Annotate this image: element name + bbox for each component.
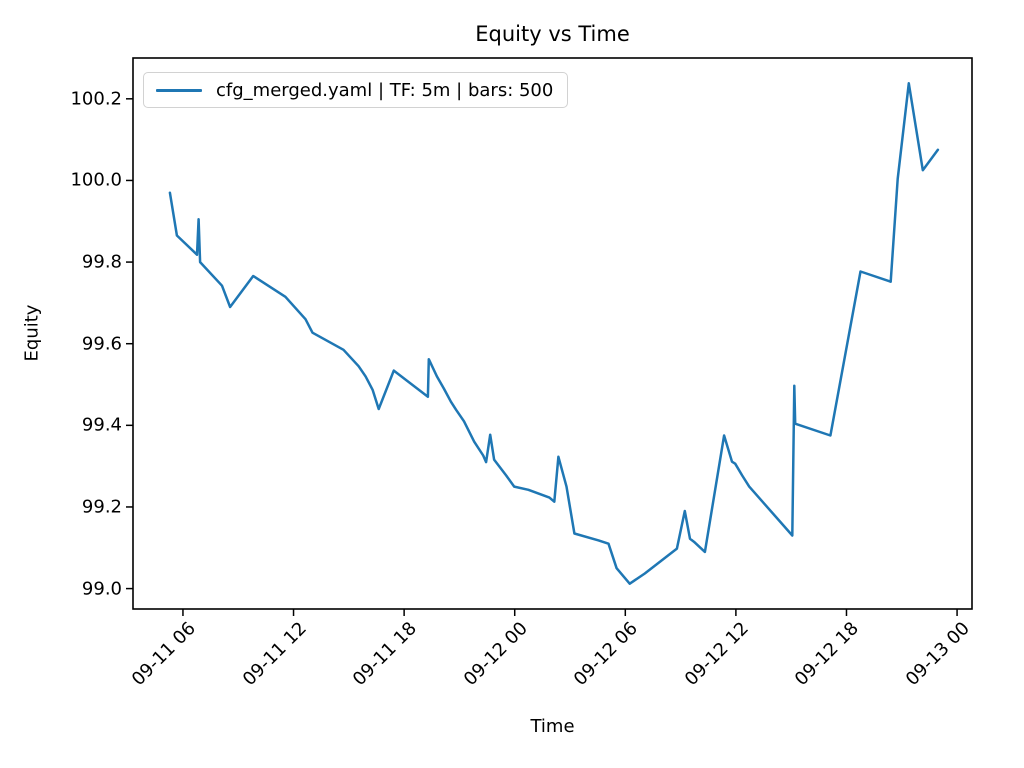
y-tick-label: 99.2 — [81, 496, 122, 518]
y-tick-label: 100.0 — [70, 169, 122, 191]
legend-box: cfg_merged.yaml | TF: 5m | bars: 500 — [143, 72, 569, 108]
y-tick-label: 99.6 — [81, 333, 122, 355]
y-axis-label: Equity — [21, 304, 43, 362]
y-tick-label: 99.0 — [81, 578, 122, 600]
y-tick-label: 100.2 — [70, 88, 122, 110]
legend-entry-label: cfg_merged.yaml | TF: 5m | bars: 500 — [216, 79, 554, 101]
y-tick-label: 99.8 — [81, 251, 122, 273]
equity-line-series — [168, 82, 940, 585]
x-axis-label: Time — [530, 716, 575, 737]
chart-title: Equity vs Time — [475, 22, 630, 46]
y-tick-label: 99.4 — [81, 414, 122, 436]
legend-line-sample-icon — [156, 88, 202, 92]
axes-spines — [132, 57, 973, 610]
